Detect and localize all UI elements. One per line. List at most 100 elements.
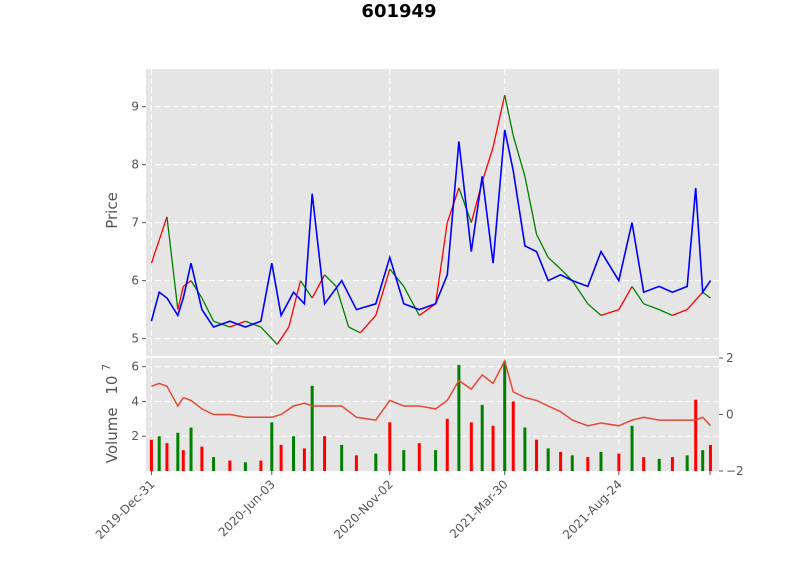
price-y-tick-label: 7 (131, 216, 139, 230)
price-candle-segment (547, 256, 562, 270)
price-candle-segment (177, 286, 184, 310)
price-candle-segment (672, 309, 688, 317)
volume-axis-label-text: Volume (103, 407, 121, 463)
volume-bar (292, 436, 296, 471)
price-panel: 5 6 7 8 9 Price (103, 69, 719, 356)
volume-scale-base: 10 (103, 376, 121, 395)
price-candle-segment (324, 274, 337, 287)
chart-title: 601949 (361, 1, 436, 22)
price-candle-segment (458, 187, 472, 223)
x-tick-label: 2020-Jun-03 (216, 477, 278, 539)
volume-y-tick-label: 2 (131, 429, 139, 443)
price-axis-label: Price (103, 192, 121, 229)
volume-bar (657, 458, 661, 471)
volume-bar (617, 453, 621, 471)
volume-scale-exponent: 7 (100, 364, 113, 371)
x-axis-ticks: 2019-Dec-31 2020-Jun-03 2020-Nov-02 2021-Ma… (93, 471, 711, 542)
volume-bar (402, 450, 406, 471)
volume-bar (694, 399, 698, 471)
volume-bar (511, 401, 515, 471)
volume-bar (701, 450, 705, 471)
price-candle-segment (702, 291, 711, 299)
price-candle-segment (643, 303, 660, 311)
price-candle-segment (560, 268, 573, 282)
price-candle-segment (288, 280, 302, 328)
volume-bar (417, 443, 421, 471)
price-candle-segment (201, 297, 215, 322)
price-candle-segment (600, 308, 620, 317)
volume-right-tick-label: 0 (726, 408, 734, 422)
price-candle-segment (389, 268, 405, 287)
price-y-tick-label: 6 (131, 274, 139, 288)
volume-y-tick-label: 4 (131, 394, 139, 408)
price-candle-segment (150, 239, 160, 264)
x-tick-label: 2020-Nov-02 (331, 477, 396, 542)
price-y-ticks: 5 6 7 8 9 (131, 100, 146, 346)
price-candle-segment (658, 309, 673, 317)
price-candle-segment (418, 303, 436, 316)
volume-bar (310, 385, 314, 471)
volume-bar (149, 439, 153, 471)
volume-bar (181, 450, 185, 471)
volume-bars (149, 361, 712, 471)
price-candle-segment (587, 303, 602, 316)
volume-right-tick-label: −2 (726, 464, 744, 478)
price-candle-segment (403, 286, 420, 316)
volume-y-ticks: 2 4 6 (131, 360, 146, 443)
volume-bar (259, 460, 263, 471)
volume-y-tick-label: 6 (131, 360, 139, 374)
x-tick-label: 2021-Mar-30 (447, 477, 511, 541)
price-candle-segment (492, 94, 506, 148)
price-y-tick-label: 8 (131, 158, 139, 172)
price-candle-segment (631, 286, 645, 305)
price-y-tick-label: 9 (131, 100, 139, 114)
volume-right-tick-label: 2 (726, 351, 734, 365)
volume-bar (586, 457, 590, 471)
volume-bar (157, 436, 161, 471)
volume-bar (243, 462, 247, 471)
price-plot-background (146, 69, 719, 356)
volume-bar (340, 444, 344, 471)
volume-bar (457, 364, 461, 471)
volume-bar (388, 422, 392, 471)
volume-right-ticks: −2 0 2 (719, 351, 744, 478)
volume-bar (491, 425, 495, 471)
volume-axis-label: Volume 10 7 (100, 364, 121, 463)
price-y-tick-label: 5 (131, 332, 139, 346)
volume-bar (570, 455, 574, 471)
volume-bar (212, 457, 216, 471)
volume-bar (559, 451, 563, 471)
volume-bar (270, 422, 274, 471)
volume-bar (189, 427, 193, 471)
volume-bar (535, 439, 539, 471)
price-candle-segment (348, 326, 361, 334)
price-candle-segment (571, 280, 589, 305)
volume-bar (599, 451, 603, 471)
volume-bar (176, 432, 180, 471)
volume-bar (228, 460, 232, 471)
price-candle-segment (375, 268, 391, 316)
price-candle-segment (535, 233, 549, 258)
volume-bar (165, 443, 169, 471)
volume-bar (354, 455, 358, 471)
volume-bar (630, 425, 634, 471)
price-candle-segment (481, 147, 494, 183)
price-candle-segment (512, 135, 526, 177)
volume-bar (302, 448, 306, 471)
volume-bar (708, 444, 712, 471)
price-candle-segment (686, 291, 704, 311)
price-candle-segment (618, 286, 633, 310)
price-candle-segment (434, 222, 448, 304)
volume-panel: 2 4 6 −2 0 2 Volume 10 7 (100, 351, 744, 478)
price-candle-segment (276, 326, 290, 345)
price-candle-segment (524, 176, 538, 235)
price-candle-segment (359, 314, 377, 334)
volume-bar (200, 446, 204, 471)
indicator-line (151, 358, 712, 427)
price-candle-segment (299, 280, 313, 299)
price-gridlines (146, 69, 719, 356)
volume-bar (445, 418, 449, 471)
volume-bar (670, 457, 674, 471)
volume-bar (642, 457, 646, 471)
